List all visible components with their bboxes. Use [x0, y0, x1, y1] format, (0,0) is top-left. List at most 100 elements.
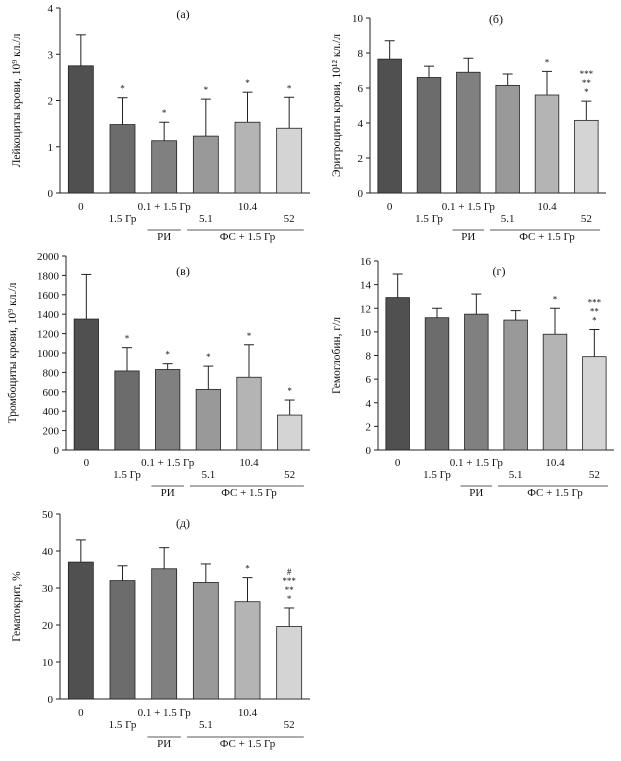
significance-mark: ** [285, 585, 295, 595]
bar [542, 333, 568, 451]
y-tick-label: 800 [43, 367, 60, 379]
x-category-label: 0 [78, 201, 84, 213]
bar [67, 65, 94, 194]
y-tick-label: 16 [360, 256, 372, 268]
significance-mark: * [584, 87, 589, 97]
significance-mark: ** [582, 78, 592, 88]
bar [192, 582, 219, 700]
panel-label: (д) [176, 516, 190, 530]
x-category-label: 52 [284, 213, 295, 225]
group-label-ri: РИ [157, 231, 171, 243]
significance-mark: # [287, 567, 292, 577]
x-category-label: 10.4 [545, 457, 565, 469]
y-tick-label: 10 [42, 657, 54, 669]
y-tick-label: 0 [48, 188, 54, 200]
significance-mark: * [245, 78, 250, 88]
y-tick-label: 1600 [37, 290, 60, 302]
y-tick-label: 4 [366, 398, 372, 410]
y-tick-label: 10 [360, 327, 372, 339]
y-tick-label: 40 [42, 546, 54, 558]
y-tick-label: 20 [42, 620, 54, 632]
bar [377, 58, 402, 194]
bar [109, 580, 136, 700]
group-label-ri: РИ [157, 738, 171, 750]
y-axis-label: Гемоглобин, г/л [331, 317, 343, 394]
x-category-label: 52 [581, 213, 592, 225]
y-tick-label: 8 [366, 351, 372, 363]
y-tick-label: 400 [43, 406, 60, 418]
x-category-label: 10.4 [239, 457, 259, 469]
x-category-label: 0.1 + 1.5 Гр [138, 707, 192, 719]
chart-panel-1: 0 1 2 3 4 Лейкоциты крови, 10⁹ кл./л (а) * * * * * 0… [11, 3, 310, 243]
bar [73, 318, 99, 451]
x-category-label: 1.5 Гр [109, 719, 137, 731]
significance-mark: * [245, 564, 250, 574]
bar [277, 414, 303, 451]
bar [236, 376, 262, 451]
y-tick-label: 0 [54, 445, 60, 457]
bar [155, 369, 181, 451]
x-category-label: 5.1 [509, 469, 523, 481]
group-label-fs: ФС + 1.5 Гр [220, 738, 276, 750]
y-tick-label: 200 [43, 426, 60, 438]
panel-label: (г) [493, 264, 506, 278]
significance-mark: * [287, 83, 292, 93]
y-tick-label: 50 [42, 509, 54, 521]
significance-mark: * [287, 594, 292, 604]
x-category-label: 5.1 [199, 719, 213, 731]
y-tick-label: 0 [48, 694, 54, 706]
group-label-ri: РИ [461, 231, 475, 243]
y-tick-label: 14 [360, 280, 372, 292]
y-axis-label: Гематокрит, % [11, 571, 23, 642]
bar [67, 561, 94, 700]
x-category-label: 0 [84, 457, 90, 469]
group-label-ri: РИ [469, 487, 483, 499]
x-category-label: 5.1 [501, 213, 515, 225]
significance-mark: * [125, 334, 130, 344]
y-tick-label: 6 [366, 374, 372, 386]
bar [495, 84, 520, 194]
significance-mark: * [206, 352, 211, 362]
bar [195, 388, 221, 451]
y-tick-label: 2 [366, 421, 372, 433]
bar [385, 297, 410, 451]
x-category-label: 10.4 [537, 201, 557, 213]
x-category-label: 0 [387, 201, 393, 213]
y-tick-label: 1200 [37, 329, 60, 341]
x-category-label: 0.1 + 1.5 Гр [442, 201, 496, 213]
x-category-label: 10.4 [238, 707, 258, 719]
significance-mark: * [165, 350, 170, 360]
y-axis-label: Тромбоциты крови, 10⁹ кл./л [7, 282, 19, 423]
bar [464, 313, 489, 451]
y-tick-label: 1400 [37, 309, 60, 321]
bar [234, 121, 261, 194]
x-category-label: 0 [395, 457, 401, 469]
bar [503, 319, 528, 451]
x-category-label: 1.5 Гр [415, 213, 443, 225]
significance-mark: * [162, 108, 167, 118]
panel-label: (б) [489, 12, 503, 26]
group-label-fs: ФС + 1.5 Гр [221, 487, 277, 499]
y-axis-label: Эритроциты крови, 10¹² кл./л [331, 34, 343, 177]
y-tick-label: 0 [366, 445, 372, 457]
bar [109, 124, 136, 194]
y-axis-label: Лейкоциты крови, 10⁹ кл./л [11, 33, 23, 167]
y-tick-label: 600 [43, 387, 60, 399]
significance-mark: * [545, 57, 550, 67]
bar [276, 127, 303, 194]
y-tick-label: 4 [358, 118, 364, 130]
significance-mark: * [592, 316, 597, 326]
y-tick-label: 4 [48, 3, 54, 15]
group-label-fs: ФС + 1.5 Гр [519, 231, 575, 243]
x-category-label: 52 [589, 469, 600, 481]
x-category-label: 0.1 + 1.5 Гр [450, 457, 504, 469]
x-category-label: 5.1 [199, 213, 213, 225]
x-category-label: 1.5 Гр [113, 469, 141, 481]
x-category-label: 52 [284, 469, 295, 481]
significance-mark: * [204, 85, 209, 95]
